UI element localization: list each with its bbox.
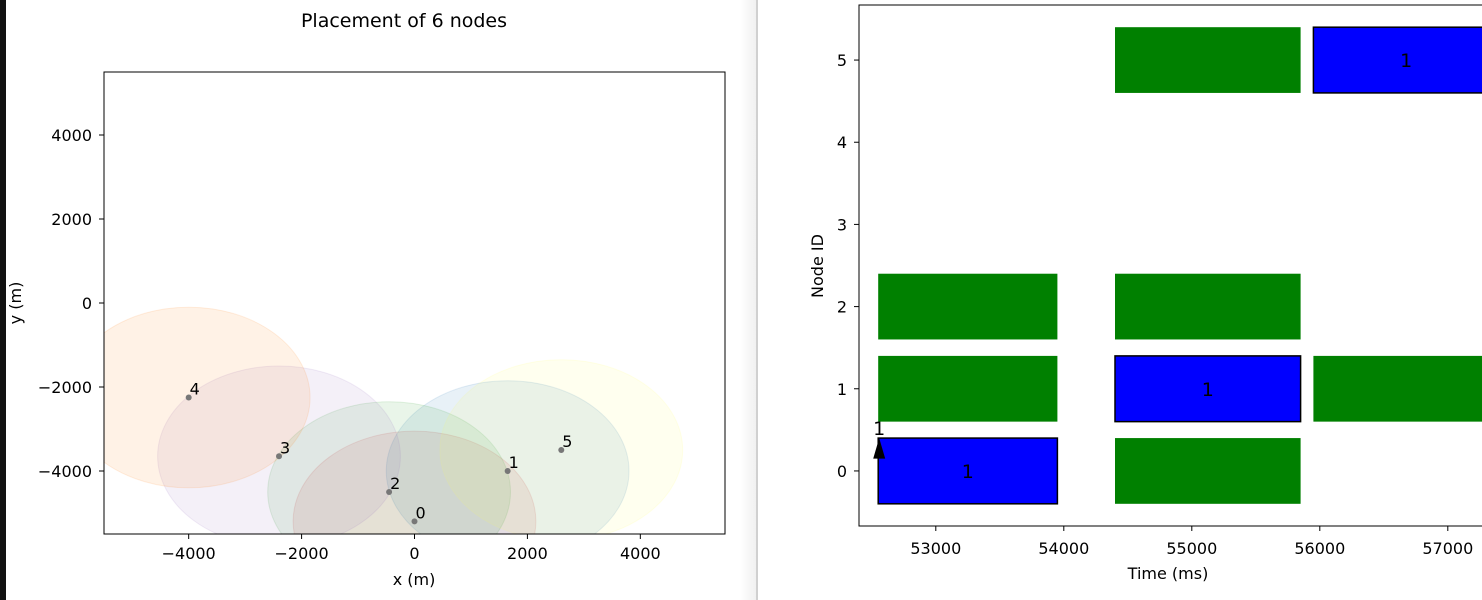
placement-chart-title: Placement of 6 nodes bbox=[301, 10, 507, 32]
node-label-5: 5 bbox=[562, 432, 572, 451]
placement-y-tick-label: 0 bbox=[82, 294, 92, 313]
coverage-circle-2 bbox=[267, 401, 511, 534]
coverage-circle-5 bbox=[439, 359, 684, 534]
timeline-y-tick-label: 1 bbox=[837, 380, 847, 399]
timeline-y-tick-label: 0 bbox=[837, 462, 847, 481]
timeline-bar-node2-rx bbox=[1115, 273, 1301, 340]
placement-y-tick-label: −4000 bbox=[38, 462, 92, 481]
timeline-bar-node1-rx bbox=[1313, 355, 1482, 422]
timeline-bar-node5-tx bbox=[1312, 26, 1482, 94]
timeline-arrow-node0 bbox=[873, 438, 886, 459]
timeline-x-tick-label: 57000 bbox=[1422, 539, 1473, 558]
timeline-chart: 1 1 1 1 53000 54000 55000 56000 57000 0 1 2 3 4 5 Ti… bbox=[808, 4, 1482, 583]
timeline-bar-node1-tx bbox=[1114, 355, 1302, 423]
node-point-5 bbox=[558, 447, 565, 453]
window-edge-strip bbox=[0, 0, 6, 600]
panel-divider[interactable] bbox=[756, 0, 758, 600]
timeline-x-tick-label: 55000 bbox=[1166, 539, 1217, 558]
panel-shadow bbox=[740, 0, 756, 600]
timeline-arrow-label: 1 bbox=[873, 418, 885, 440]
timeline-x-axis-label: Time (ms) bbox=[1127, 564, 1209, 583]
coverage-circle-4 bbox=[104, 306, 311, 489]
coverage-circle-0 bbox=[292, 430, 537, 534]
timeline-y-axis-label: Node ID bbox=[808, 234, 827, 298]
timeline-y-tick-label: 4 bbox=[837, 133, 847, 152]
timeline-x-tick-label: 53000 bbox=[910, 539, 961, 558]
timeline-plot-frame bbox=[858, 4, 1482, 527]
placement-y-tick-label: 4000 bbox=[51, 126, 92, 145]
node-label-2: 2 bbox=[390, 474, 400, 493]
placement-y-tick-label: 2000 bbox=[51, 210, 92, 229]
timeline-bar-label: 1 bbox=[1202, 379, 1214, 401]
placement-y-tick-label: −2000 bbox=[38, 378, 92, 397]
node-point-0 bbox=[411, 518, 418, 525]
timeline-bar-node2-rx bbox=[878, 273, 1058, 340]
timeline-bar-label: 1 bbox=[1400, 50, 1412, 72]
timeline-bar-node1-rx bbox=[878, 355, 1058, 422]
node-point-3 bbox=[276, 453, 283, 460]
placement-x-tick-label: 4000 bbox=[620, 544, 661, 563]
node-label-0: 0 bbox=[416, 503, 426, 522]
placement-x-tick-label: 0 bbox=[409, 544, 419, 563]
placement-x-tick-label: 2000 bbox=[507, 544, 548, 563]
node-label-3: 3 bbox=[280, 438, 290, 457]
timeline-bar-node5-rx bbox=[1115, 27, 1301, 93]
placement-chart: Placement of 6 nodes 0 1 2 3 4 5 −4000 −2000 0 2… bbox=[6, 10, 726, 589]
coverage-circle-1 bbox=[385, 380, 630, 534]
placement-x-tick-label: −4000 bbox=[162, 544, 216, 563]
timeline-x-tick-label: 54000 bbox=[1038, 539, 1089, 558]
node-point-1 bbox=[504, 468, 511, 474]
timeline-bar-node0-rx bbox=[1115, 438, 1301, 504]
placement-y-axis-label: y (m) bbox=[6, 282, 25, 325]
timeline-bar-node0-tx bbox=[877, 437, 1059, 505]
timeline-x-tick-label: 56000 bbox=[1294, 539, 1345, 558]
timeline-bar-label: 1 bbox=[962, 461, 974, 483]
timeline-y-tick-label: 5 bbox=[837, 51, 847, 70]
timeline-y-tick-label: 2 bbox=[837, 298, 847, 317]
coverage-circle-3 bbox=[157, 365, 401, 534]
timeline-y-tick-label: 3 bbox=[837, 215, 847, 234]
node-point-4 bbox=[185, 394, 192, 401]
node-point-2 bbox=[386, 489, 393, 495]
placement-x-axis-label: x (m) bbox=[393, 570, 436, 589]
node-label-1: 1 bbox=[509, 453, 519, 472]
node-label-4: 4 bbox=[190, 380, 200, 399]
placement-x-tick-label: −2000 bbox=[275, 544, 329, 563]
